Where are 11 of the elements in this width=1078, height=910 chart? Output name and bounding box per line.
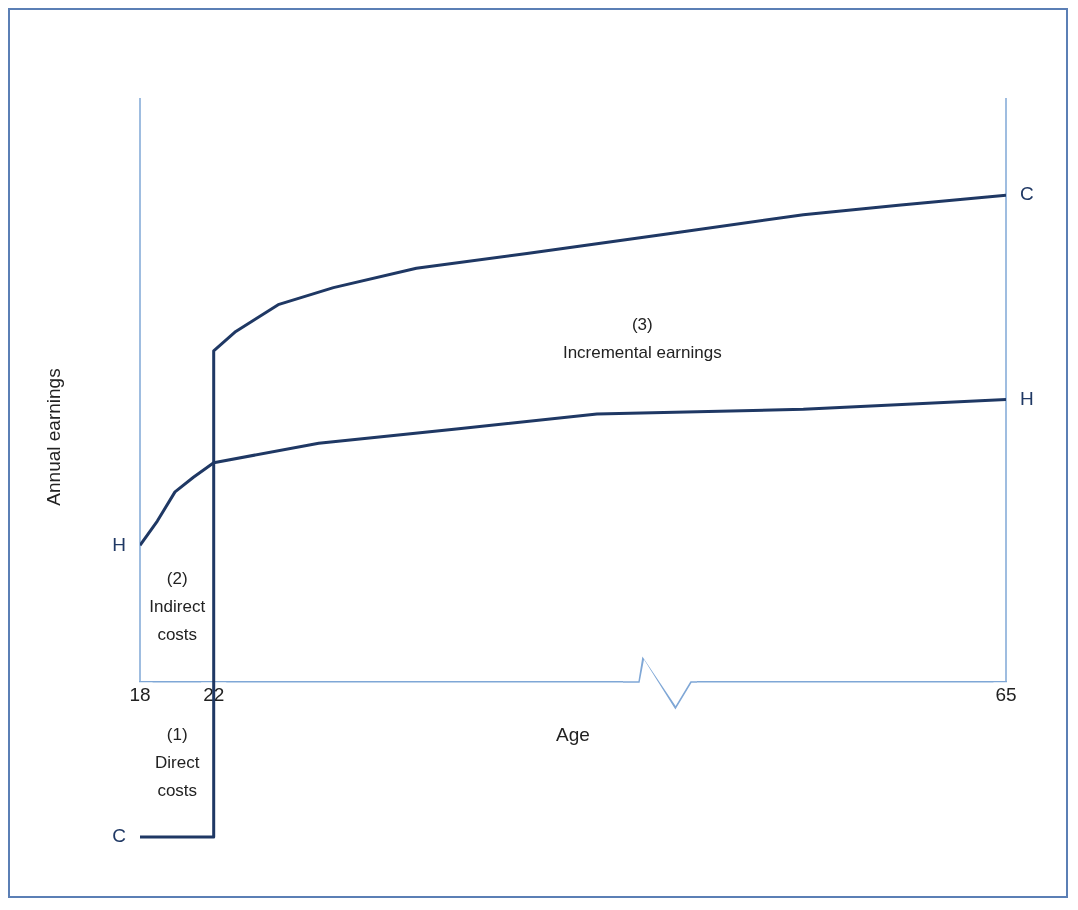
annotation: (3) Incremental earnings [562, 314, 722, 362]
series-label: H [112, 533, 126, 555]
x-tick-label: 18 [129, 684, 151, 706]
y-axis-title: Annual earnings [43, 368, 65, 506]
annotation: (1) Direct costs [155, 724, 200, 800]
x-axis-title: Age [556, 723, 590, 745]
text: C [1020, 183, 1034, 205]
x-tick-label: 65 [995, 684, 1017, 706]
series-label: C [112, 825, 126, 847]
text: H [1020, 387, 1034, 409]
annotation: (2) Indirect costs [149, 569, 206, 645]
